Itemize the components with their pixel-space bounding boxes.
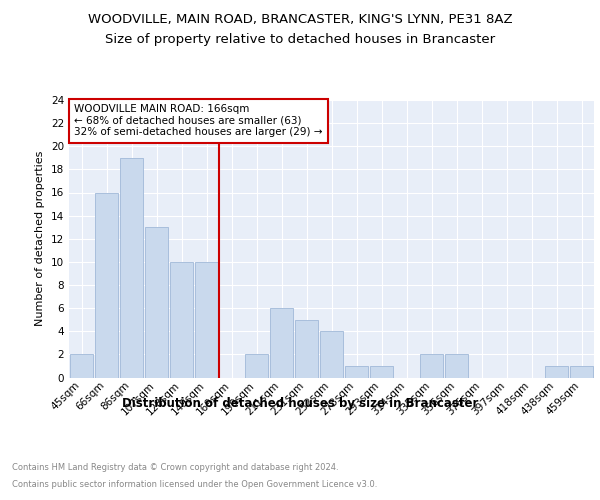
Bar (170, 262, 193, 378)
Bar (269, 308, 293, 378)
Text: Distribution of detached houses by size in Brancaster: Distribution of detached houses by size … (122, 398, 478, 410)
Bar (344, 366, 368, 378)
Text: Contains HM Land Registry data © Crown copyright and database right 2024.: Contains HM Land Registry data © Crown c… (12, 462, 338, 471)
Bar (320, 331, 343, 378)
Bar (445, 354, 469, 378)
Bar (370, 366, 394, 378)
Bar (295, 320, 319, 378)
Text: WOODVILLE MAIN ROAD: 166sqm
← 68% of detached houses are smaller (63)
32% of sem: WOODVILLE MAIN ROAD: 166sqm ← 68% of det… (74, 104, 323, 138)
Bar (119, 158, 143, 378)
Text: WOODVILLE, MAIN ROAD, BRANCASTER, KING'S LYNN, PE31 8AZ: WOODVILLE, MAIN ROAD, BRANCASTER, KING'S… (88, 12, 512, 26)
Bar (245, 354, 268, 378)
Bar (569, 366, 593, 378)
Bar (145, 227, 169, 378)
Bar (194, 262, 218, 378)
Bar (545, 366, 568, 378)
Bar (70, 354, 94, 378)
Text: Size of property relative to detached houses in Brancaster: Size of property relative to detached ho… (105, 32, 495, 46)
Bar (95, 192, 118, 378)
Bar (419, 354, 443, 378)
Y-axis label: Number of detached properties: Number of detached properties (35, 151, 46, 326)
Text: Contains public sector information licensed under the Open Government Licence v3: Contains public sector information licen… (12, 480, 377, 489)
